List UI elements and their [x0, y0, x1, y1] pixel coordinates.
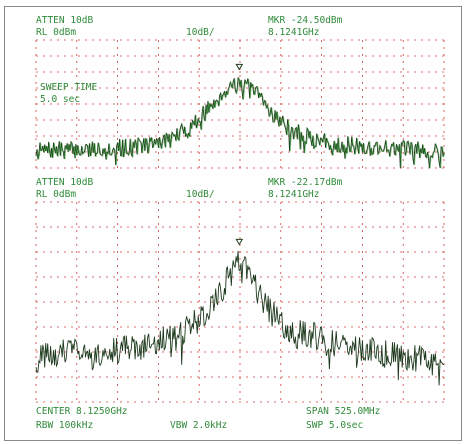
- top-atten: ATTEN 10dB: [36, 15, 93, 26]
- marker-triangle: [235, 63, 244, 71]
- marker-triangle: [235, 238, 244, 246]
- bottom-marker-freq: 8.1241GHz: [268, 189, 319, 200]
- top-marker-freq: 8.1241GHz: [268, 27, 319, 38]
- footer-swp: SWP 5.0sec: [306, 420, 363, 431]
- sweep-time-value: 5.0 sec: [40, 94, 80, 105]
- grid-bottom: [35, 201, 445, 403]
- photo-frame: [4, 6, 462, 441]
- spectrum-trace: [35, 77, 445, 169]
- bottom-atten: ATTEN 10dB: [36, 177, 93, 188]
- footer-rbw: RBW 100kHz: [36, 420, 93, 431]
- bottom-ref-level: RL 0dBm: [36, 189, 76, 200]
- spectrum-trace-highlight: [36, 77, 446, 169]
- footer-vbw: VBW 2.0kHz: [170, 420, 227, 431]
- grid-top: [35, 39, 445, 169]
- sweep-time-label: SWEEP TIME: [40, 82, 97, 93]
- footer-span: SPAN 525.0MHz: [306, 406, 380, 417]
- trace-bottom: [35, 238, 445, 386]
- footer-center-freq: CENTER 8.1250GHz: [36, 406, 128, 417]
- top-marker-level: MKR -24.50dBm: [268, 15, 343, 26]
- bottom-marker-level: MKR -22.17dBm: [268, 177, 343, 188]
- bottom-scale: 10dB/: [186, 189, 215, 200]
- spectrum-trace: [35, 250, 445, 386]
- top-ref-level: RL 0dBm: [36, 27, 76, 38]
- trace-top: [35, 63, 446, 169]
- top-scale: 10dB/: [186, 27, 215, 38]
